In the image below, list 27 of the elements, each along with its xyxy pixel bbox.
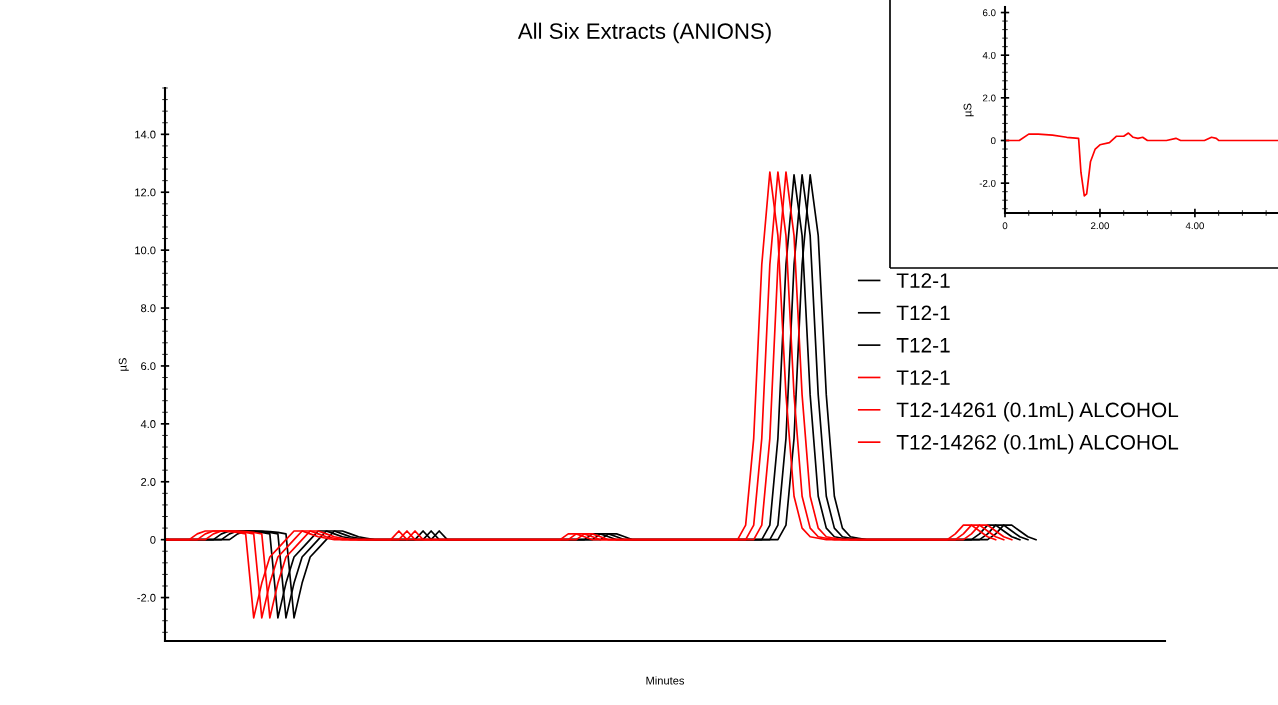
y-tick-label: -2.0: [137, 593, 156, 602]
legend-label: T12-1: [896, 305, 950, 321]
y-tick-label: 2.0: [982, 94, 996, 102]
y-tick-label: -2.0: [979, 179, 996, 187]
y-tick-label: 2.0: [141, 478, 156, 486]
x-tick-label: 4.00: [1185, 222, 1204, 230]
x-tick-label: 0: [1002, 222, 1008, 230]
legend-label: T12-1: [896, 337, 950, 353]
y-tick-label: 4.0: [982, 51, 996, 59]
y-tick-label: 10.0: [135, 246, 156, 255]
y-axis-title: µS: [118, 358, 129, 371]
y-axis-title: µS: [963, 103, 974, 117]
x-axis-title: Minutes: [646, 676, 685, 685]
legend-label: T12-1: [896, 370, 950, 385]
legend-label: T12-14262 (0.1mL) ALCOHOL: [896, 434, 1179, 454]
y-tick-label: 8.0: [141, 304, 156, 313]
y-tick-label: 4.0: [140, 420, 156, 428]
y-tick-label: 0: [990, 137, 996, 145]
legend-label: T12-14261 (0.1mL) ALCOHOL: [896, 402, 1179, 422]
y-tick-label: 6.0: [141, 362, 156, 371]
legend-label: T12-1: [896, 273, 950, 288]
chart-title: All Six Extracts (ANIONS): [517, 22, 771, 44]
y-tick-label: 14.0: [135, 130, 156, 139]
y-tick-label: 6.0: [982, 9, 996, 17]
x-tick-label: 2.00: [1090, 222, 1110, 230]
y-tick-label: 0: [150, 535, 156, 544]
y-tick-label: 12.0: [135, 188, 156, 197]
